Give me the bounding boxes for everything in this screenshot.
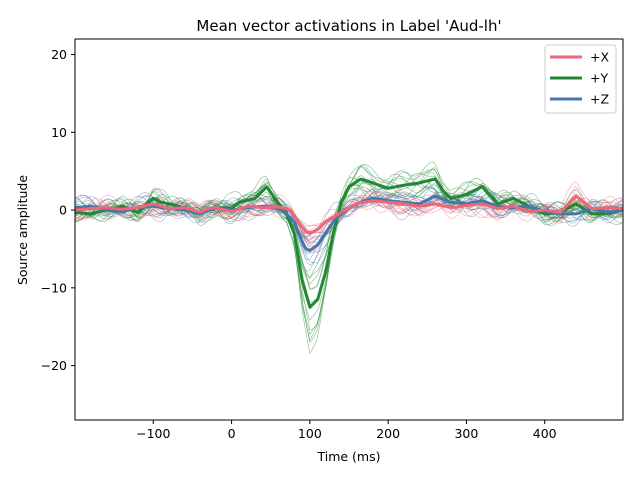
- y-axis-label: Source amplitude: [15, 175, 30, 285]
- y-tick-label: 0: [59, 203, 67, 218]
- y-axis-ticks: −20 −10 0 10 20: [41, 47, 75, 373]
- legend-label-y: +Y: [590, 71, 608, 86]
- plot-frame: [74, 38, 624, 421]
- x-tick-label: 200: [376, 426, 400, 441]
- mean-line-x: [75, 194, 623, 235]
- x-axis-label: Time (ms): [316, 449, 380, 464]
- x-tick-label: 300: [454, 426, 478, 441]
- mean-lines: [75, 177, 623, 309]
- y-tick-label: 10: [51, 125, 67, 140]
- y-tick-label: 20: [51, 47, 67, 62]
- x-tick-label: 400: [533, 426, 557, 441]
- trial-trace-y: [75, 166, 623, 336]
- legend: +X +Y +Z: [544, 44, 617, 114]
- x-axis-ticks: −100 0 100 200 300 400: [136, 420, 557, 441]
- y-tick-label: −10: [41, 280, 67, 295]
- x-tick-label: 0: [228, 426, 236, 441]
- chart-title: Mean vector activations in Label 'Aud-lh…: [196, 17, 501, 35]
- x-tick-label: 100: [298, 426, 322, 441]
- x-tick-label: −100: [136, 426, 170, 441]
- legend-label-z: +Z: [590, 92, 609, 107]
- trial-trace-y: [75, 164, 623, 344]
- y-tick-label: −20: [41, 358, 67, 373]
- trial-trace-y: [75, 179, 623, 279]
- legend-label-x: +X: [590, 50, 609, 65]
